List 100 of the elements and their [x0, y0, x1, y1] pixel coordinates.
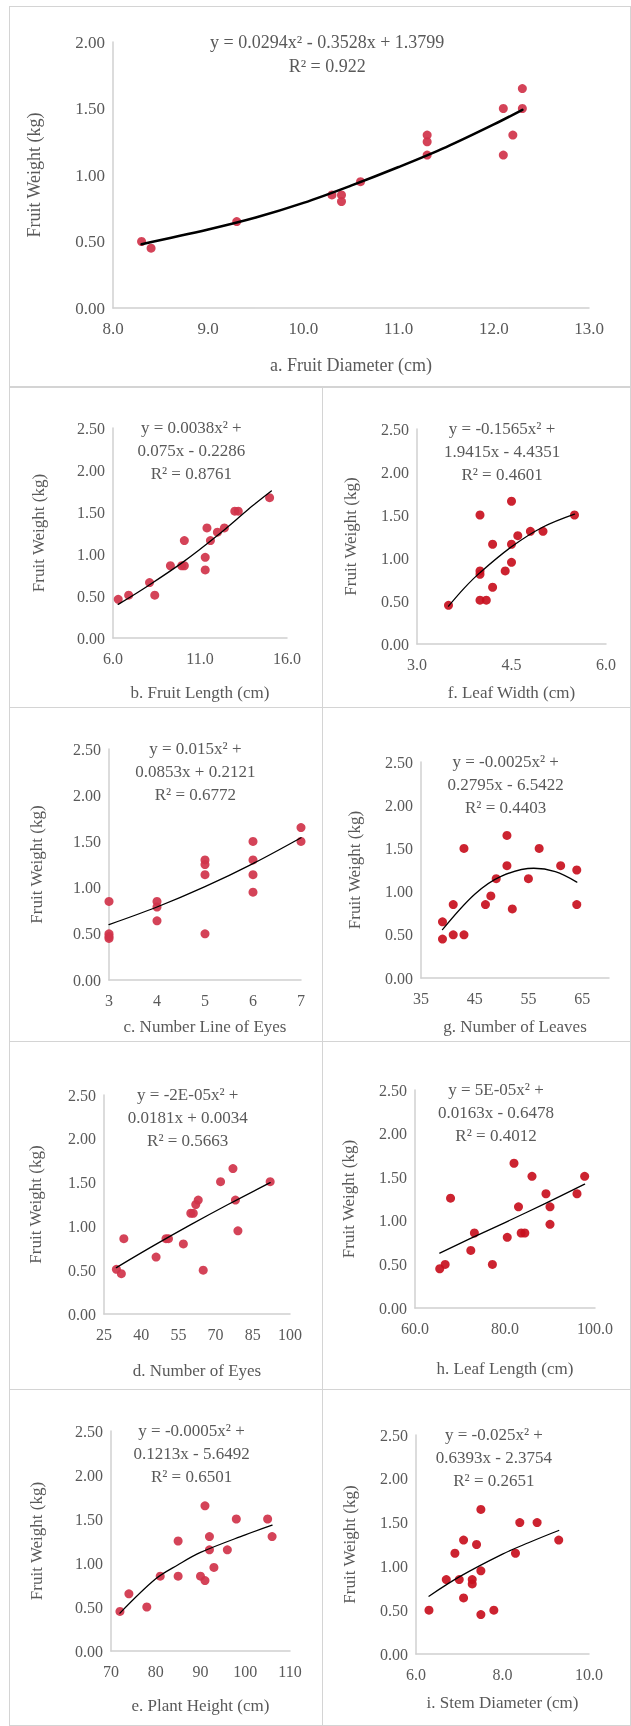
annotation: y = 5E-05x² + 0.0163x - 0.6478 R² = 0.4012 [437, 1080, 555, 1145]
annotation: y = -0.1565x² + 1.9415x - 4.4351 R² = 0.4601 [443, 419, 561, 484]
y-tick-label: 0.00 [73, 971, 101, 989]
y-tick-label: 2.00 [380, 1470, 408, 1488]
x-axis-title: b. Fruit Length (cm) [130, 683, 270, 702]
x-tick-label: 80 [147, 1662, 164, 1680]
annotation: y = 0.0038x² + 0.075x - 0.2286 R² = 0.8761 [137, 418, 246, 483]
x-tick-label: 70 [103, 1662, 119, 1680]
y-tick-label: 0.50 [381, 592, 409, 610]
x-tick-label: 4 [153, 991, 161, 1009]
y-tick-label: 1.50 [73, 832, 101, 850]
y-axis-title: Fruit Weight (kg) [345, 810, 364, 930]
x-tick-label: 9.0 [197, 319, 219, 338]
y-tick-label: 2.00 [75, 32, 105, 52]
x-tick-label: 60.0 [401, 1319, 429, 1337]
y-tick-label: 2.50 [77, 419, 105, 437]
x-tick-label: 25 [96, 1325, 112, 1343]
y-tick-label: 2.50 [75, 1422, 103, 1440]
y-tick-label: 2.50 [68, 1086, 96, 1104]
x-tick-label: 8.0 [102, 319, 124, 338]
y-tick-label: 0.50 [75, 232, 105, 251]
y-tick-label: 1.50 [385, 839, 413, 857]
y-axis-title: Fruit Weight (kg) [24, 112, 45, 238]
x-tick-label: 100.0 [577, 1319, 613, 1337]
x-tick-label: 85 [244, 1325, 261, 1343]
y-axis-title: Fruit Weight (kg) [29, 473, 48, 593]
annotation: y = -0.0005x² + 0.1213x - 5.6492 R² = 0.6501 [133, 1421, 250, 1486]
y-tick-label: 2.50 [385, 753, 413, 771]
x-tick-label: 40 [133, 1325, 150, 1343]
y-tick-label: 2.00 [75, 1466, 103, 1484]
y-axis-title: Fruit Weight (kg) [340, 1485, 359, 1604]
y-tick-label: 1.00 [68, 1217, 96, 1235]
x-tick-label: 100 [278, 1325, 302, 1343]
x-tick-label: 10.0 [575, 1665, 603, 1683]
y-axis-title: Fruit Weight (kg) [341, 477, 360, 596]
y-tick-label: 0.50 [385, 926, 413, 944]
y-tick-label: 1.50 [77, 503, 105, 521]
y-tick-label: 1.00 [385, 883, 413, 901]
y-tick-label: 2.00 [68, 1130, 96, 1148]
y-tick-label: 1.50 [75, 99, 105, 118]
y-tick-label: 0.50 [68, 1261, 96, 1279]
annotation: y = -0.025x² + 0.6393x - 2.3754 R² = 0.2651 [435, 1425, 553, 1490]
x-axis-title: d. Number of Eyes [132, 1361, 262, 1380]
y-tick-label: 1.50 [75, 1510, 103, 1528]
x-axis-title: i. Stem Diameter (cm) [426, 1693, 579, 1712]
y-tick-label: 1.50 [68, 1174, 96, 1192]
y-tick-label: 2.00 [381, 463, 409, 481]
x-tick-label: 110 [278, 1662, 302, 1680]
y-tick-label: 1.00 [75, 1554, 103, 1572]
y-tick-label: 2.50 [73, 740, 101, 758]
y-axis-title: Fruit Weight (kg) [27, 805, 46, 924]
y-tick-label: 1.50 [381, 506, 409, 524]
y-axis-title: Fruit Weight (kg) [27, 1481, 46, 1601]
y-tick-label: 0.50 [75, 1598, 103, 1616]
x-tick-label: 35 [413, 989, 429, 1007]
y-tick-label: 0.00 [380, 1645, 408, 1663]
y-tick-label: 2.50 [379, 1081, 407, 1099]
x-tick-label: 55 [520, 989, 537, 1007]
x-axis-title: h. Leaf Length (cm) [436, 1359, 574, 1378]
y-tick-label: 2.50 [380, 1426, 408, 1444]
y-tick-label: 0.50 [73, 925, 101, 943]
x-tick-label: 13.0 [574, 319, 604, 338]
x-tick-label: 8.0 [492, 1665, 513, 1683]
x-axis-title: c. Number Line of Eyes [123, 1017, 287, 1036]
x-tick-label: 80.0 [491, 1319, 519, 1337]
x-tick-label: 90 [192, 1662, 209, 1680]
x-tick-label: 16.0 [273, 649, 301, 667]
x-tick-label: 70 [207, 1325, 224, 1343]
y-axis-title: Fruit Weight (kg) [339, 1139, 358, 1259]
x-tick-label: 4.5 [501, 655, 522, 673]
y-tick-label: 0.00 [75, 298, 105, 318]
x-tick-label: 6 [249, 991, 257, 1009]
y-tick-label: 0.50 [379, 1255, 407, 1273]
x-tick-label: 7 [297, 991, 305, 1009]
y-tick-label: 1.00 [77, 545, 105, 563]
x-tick-label: 55 [170, 1325, 187, 1343]
x-tick-label: 5 [201, 991, 209, 1009]
y-tick-label: 2.50 [381, 420, 409, 438]
y-tick-label: 0.00 [77, 629, 105, 647]
x-tick-label: 3.0 [407, 655, 427, 673]
x-tick-label: 65 [574, 989, 591, 1007]
x-tick-label: 6.0 [406, 1665, 426, 1683]
y-tick-label: 1.50 [379, 1168, 407, 1186]
x-axis-title: a. Fruit Diameter (cm) [270, 355, 432, 376]
y-tick-label: 1.00 [379, 1212, 407, 1230]
annotation: y = -2E-05x² + 0.0181x + 0.0034 R² = 0.5663 [127, 1085, 249, 1150]
x-tick-label: 6.0 [596, 655, 616, 673]
y-tick-label: 2.00 [385, 796, 413, 814]
annotation: y = -0.0025x² + 0.2795x - 6.5422 R² = 0.4403 [447, 752, 564, 817]
x-axis-title: f. Leaf Width (cm) [447, 683, 576, 702]
x-tick-label: 12.0 [478, 319, 509, 338]
y-tick-label: 1.00 [75, 165, 105, 185]
y-tick-label: 0.50 [380, 1601, 408, 1619]
y-tick-label: 2.00 [77, 461, 105, 479]
annotation: y = 0.015x² + 0.0853x + 0.2121 R² = 0.6772 [135, 739, 256, 804]
y-tick-label: 2.00 [73, 786, 101, 804]
y-tick-label: 0.00 [68, 1305, 96, 1323]
y-axis-title: Fruit Weight (kg) [26, 1145, 45, 1264]
y-tick-label: 1.00 [73, 879, 101, 897]
x-tick-label: 3 [105, 991, 113, 1009]
